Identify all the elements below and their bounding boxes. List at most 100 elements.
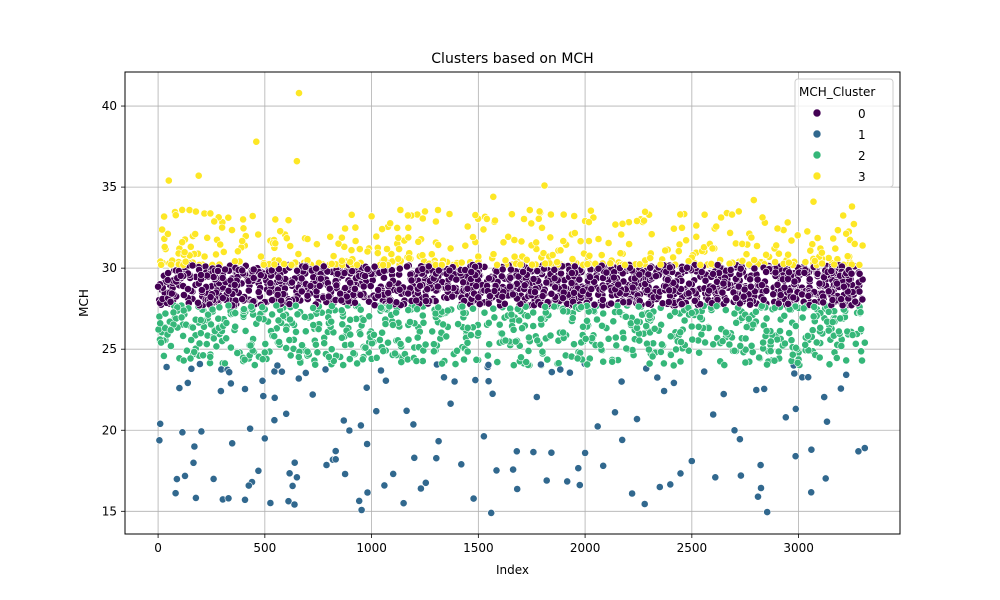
data-point-cluster-2 (309, 321, 318, 329)
data-point-cluster-1 (640, 500, 649, 508)
data-point-cluster-2 (356, 330, 365, 339)
data-point-cluster-3 (738, 239, 747, 248)
data-point-cluster-2 (291, 301, 300, 310)
data-point-cluster-2 (776, 327, 784, 335)
data-point-cluster-2 (759, 338, 767, 347)
data-point-cluster-3 (783, 218, 792, 227)
data-point-cluster-3 (813, 234, 822, 242)
data-point-cluster-0 (762, 286, 771, 295)
data-point-cluster-3 (787, 236, 796, 245)
data-point-cluster-0 (773, 280, 782, 289)
data-point-cluster-1 (547, 448, 556, 457)
data-point-cluster-2 (359, 316, 368, 324)
y-tick-label: 40 (102, 99, 117, 113)
data-point-cluster-2 (799, 304, 808, 313)
data-point-cluster-0 (664, 298, 673, 306)
data-point-cluster-3 (212, 250, 220, 259)
data-point-cluster-0 (602, 268, 611, 277)
data-point-cluster-0 (498, 292, 507, 301)
data-point-cluster-3 (617, 230, 626, 239)
data-point-cluster-2 (645, 345, 653, 354)
data-point-cluster-0 (467, 268, 476, 276)
data-point-cluster-3 (568, 255, 577, 263)
data-point-cluster-1 (191, 493, 200, 502)
data-point-cluster-3 (157, 260, 165, 269)
data-point-cluster-2 (268, 310, 276, 319)
data-point-cluster-1 (285, 469, 294, 478)
data-point-cluster-1 (290, 458, 299, 467)
data-point-cluster-3 (482, 214, 491, 223)
data-point-cluster-0 (740, 285, 749, 294)
data-point-cluster-2 (434, 303, 443, 312)
data-point-cluster-3 (180, 248, 189, 257)
data-point-cluster-3 (576, 237, 585, 246)
data-point-cluster-3 (351, 223, 360, 232)
data-point-cluster-2 (469, 304, 477, 313)
data-point-cluster-2 (792, 343, 800, 352)
x-tick-label: 2000 (570, 541, 601, 555)
data-point-cluster-1 (399, 499, 408, 508)
x-tick-label: 3000 (783, 541, 814, 555)
data-point-cluster-2 (525, 333, 533, 342)
data-point-cluster-2 (460, 355, 468, 364)
data-point-cluster-0 (341, 284, 349, 292)
data-point-cluster-0 (705, 286, 713, 295)
data-point-cluster-1 (363, 440, 371, 448)
data-point-cluster-3 (548, 251, 557, 259)
data-point-cluster-0 (230, 280, 239, 289)
data-point-cluster-3 (259, 260, 268, 269)
data-point-cluster-2 (324, 352, 333, 361)
data-point-cluster-2 (787, 336, 796, 345)
data-point-cluster-0 (249, 265, 258, 274)
data-point-cluster-1 (547, 368, 556, 376)
data-point-cluster-2 (412, 357, 421, 365)
y-axis: 15 20 25 30 35 40 (102, 99, 125, 518)
data-point-cluster-2 (161, 309, 170, 318)
data-point-cluster-3 (294, 250, 303, 258)
data-point-cluster-0 (273, 290, 282, 299)
data-point-cluster-2 (762, 326, 771, 335)
legend-marker-cluster-2 (812, 150, 822, 160)
data-point-cluster-3 (271, 215, 280, 224)
data-point-cluster-2 (463, 338, 472, 347)
data-point-cluster-3 (855, 260, 864, 269)
data-point-cluster-1 (842, 370, 851, 379)
data-point-cluster-3 (585, 218, 593, 226)
data-point-cluster-0 (774, 299, 783, 308)
data-point-cluster-3 (541, 259, 550, 268)
data-point-cluster-0 (598, 295, 607, 304)
data-point-cluster-2 (599, 309, 608, 318)
data-point-cluster-2 (858, 356, 866, 365)
legend-label-cluster-2: 2 (858, 149, 866, 163)
data-point-cluster-2 (320, 339, 329, 348)
data-point-cluster-3 (604, 239, 613, 247)
data-point-cluster-1 (273, 361, 282, 370)
data-point-cluster-3 (731, 239, 740, 248)
data-point-cluster-3 (346, 258, 355, 266)
data-point-cluster-0 (184, 285, 192, 293)
data-point-cluster-1 (178, 428, 187, 437)
data-point-cluster-2 (179, 331, 187, 340)
data-point-cluster-2 (179, 356, 188, 365)
data-point-cluster-0 (306, 281, 315, 290)
data-point-cluster-3 (469, 233, 477, 241)
data-point-cluster-3 (527, 219, 536, 228)
data-point-cluster-1 (434, 437, 443, 446)
data-point-cluster-1 (209, 474, 218, 483)
data-point-cluster-3 (167, 260, 175, 269)
data-point-cluster-3 (831, 244, 840, 253)
data-point-cluster-0 (403, 262, 411, 271)
data-point-cluster-1 (854, 447, 863, 456)
data-point-cluster-1 (566, 368, 574, 377)
data-point-cluster-1 (266, 499, 275, 507)
data-point-cluster-1 (719, 390, 728, 398)
data-point-cluster-2 (755, 353, 763, 362)
data-point-cluster-3 (367, 212, 376, 221)
data-point-cluster-0 (719, 279, 728, 288)
data-point-cluster-0 (285, 300, 294, 308)
data-point-cluster-0 (218, 273, 227, 282)
data-point-cluster-2 (645, 359, 654, 368)
data-point-cluster-2 (313, 348, 322, 357)
data-point-cluster-0 (784, 299, 792, 308)
data-point-cluster-2 (483, 351, 492, 360)
